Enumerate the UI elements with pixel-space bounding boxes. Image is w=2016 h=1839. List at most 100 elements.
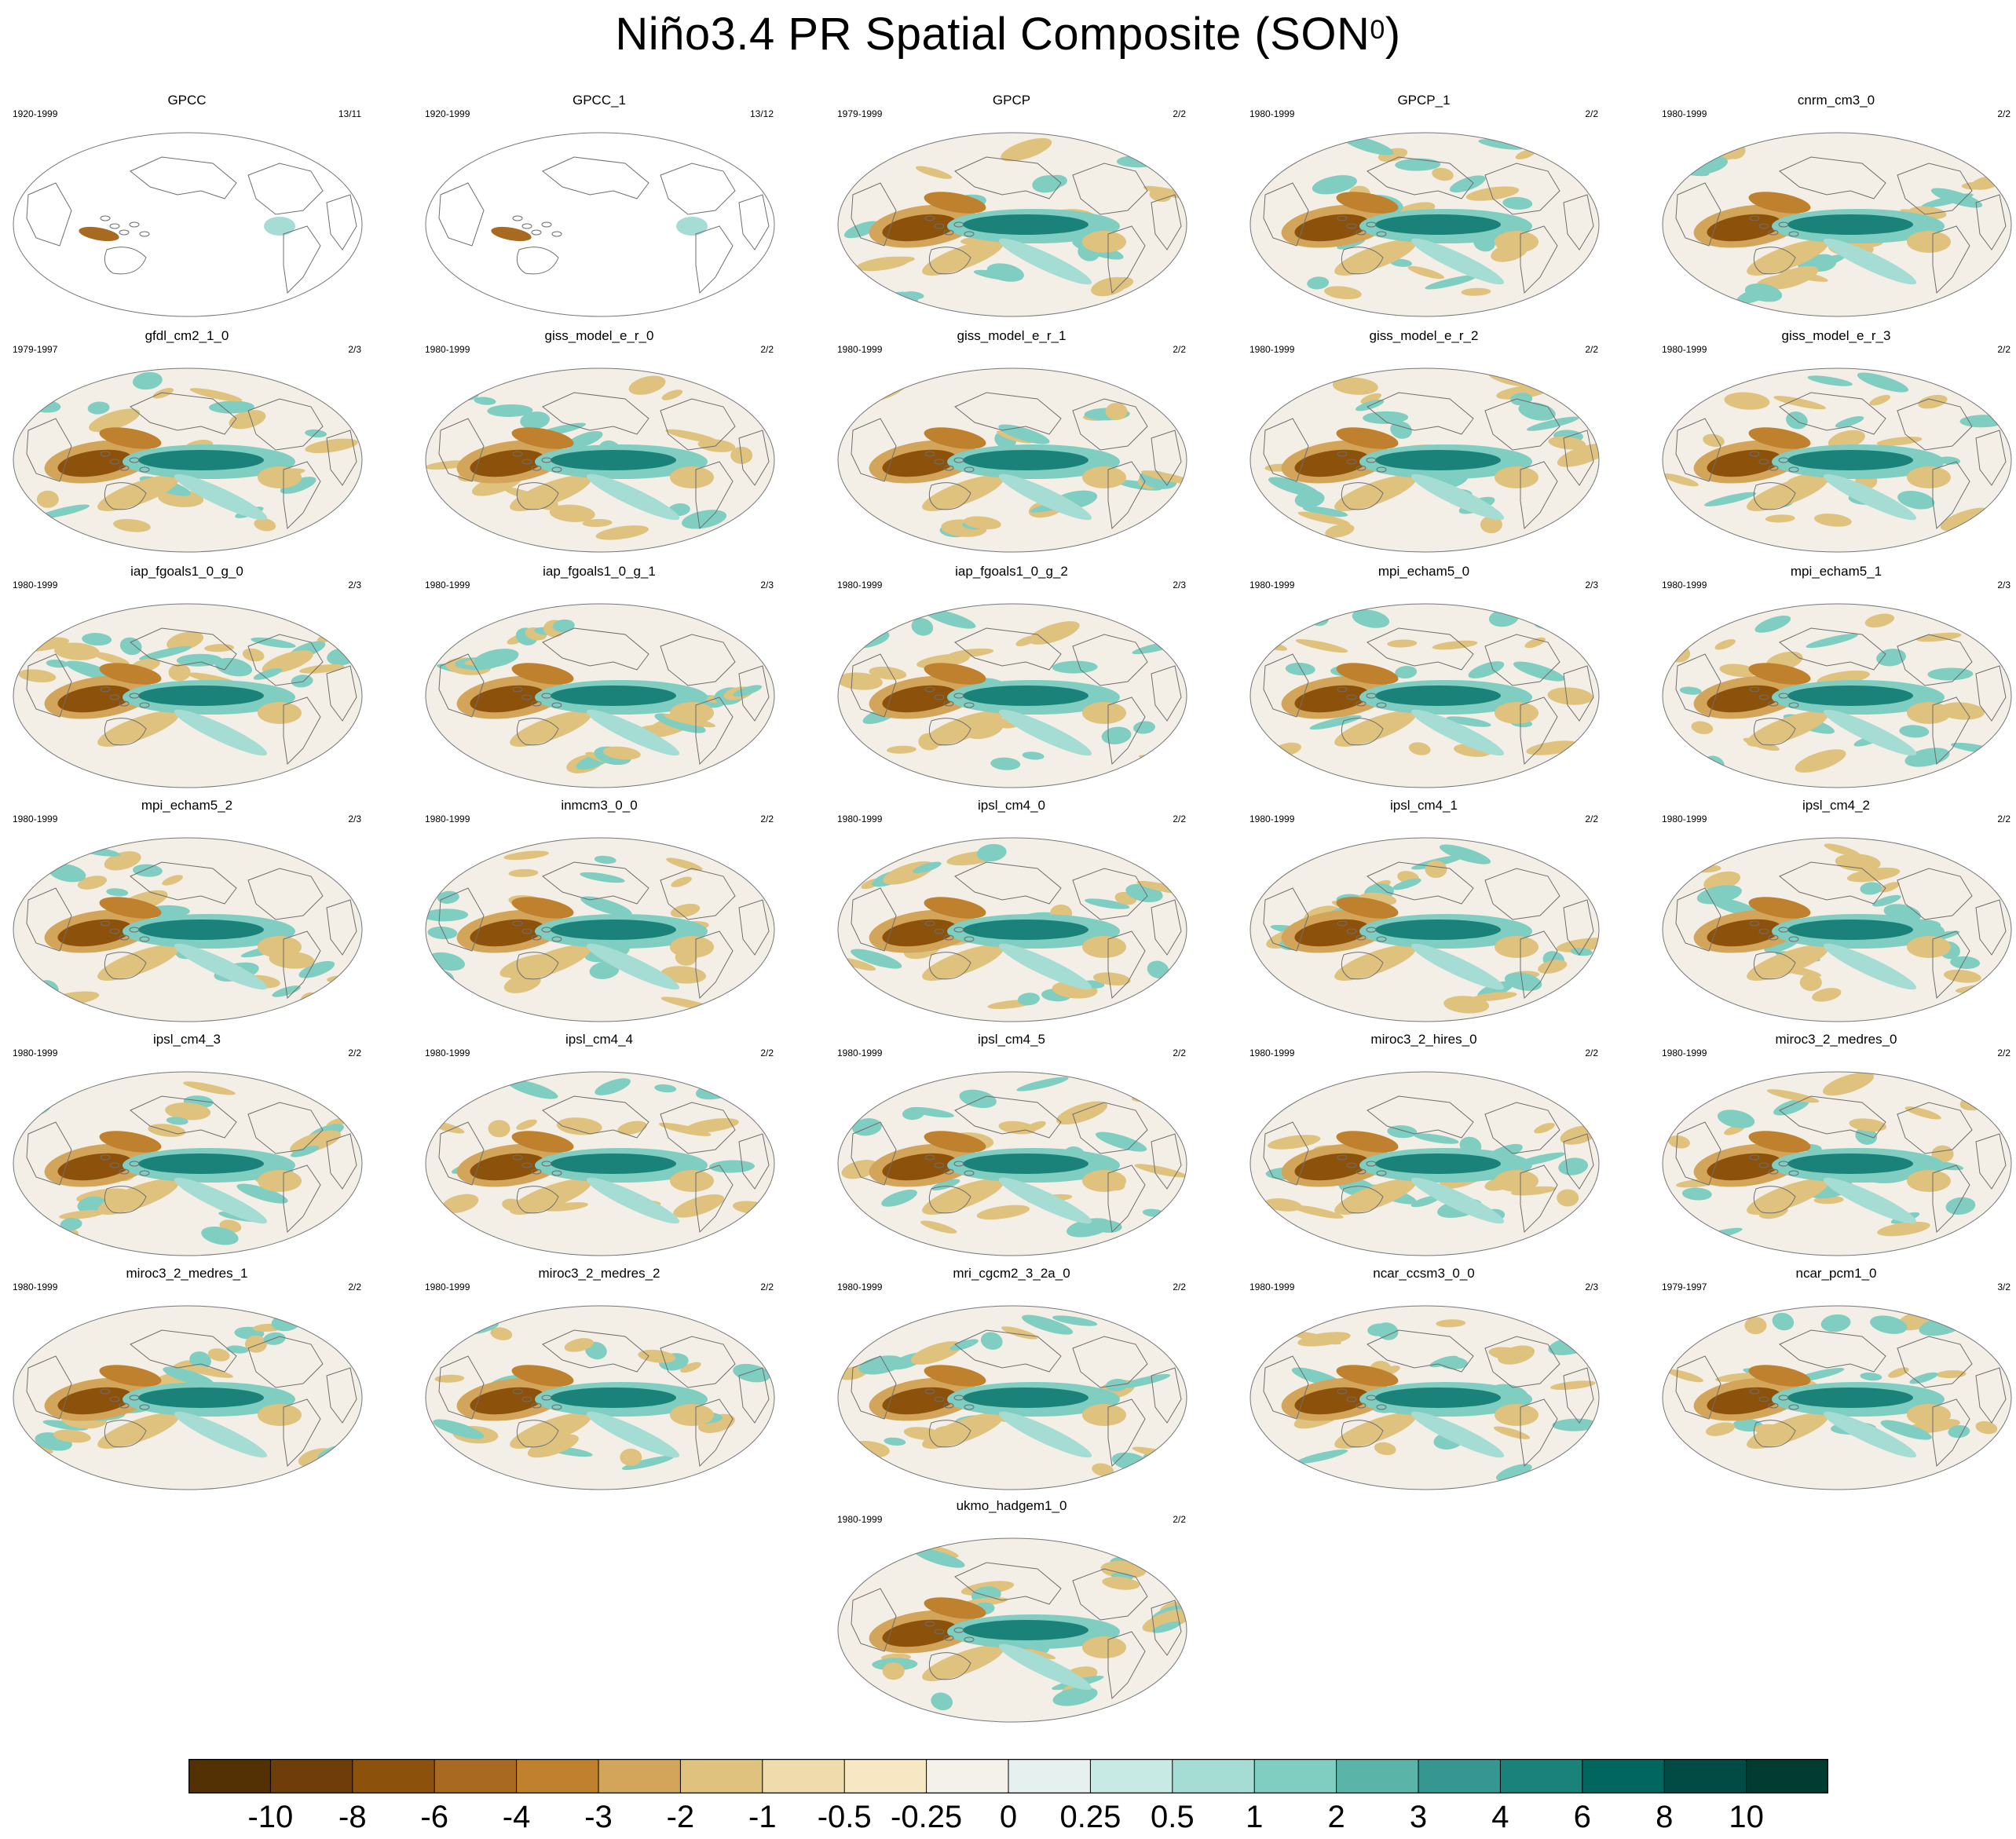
anomaly-patch bbox=[1312, 175, 1357, 195]
wet-anomaly-spcz bbox=[1823, 1177, 1917, 1224]
anomaly-patch bbox=[582, 519, 613, 528]
island-outline bbox=[551, 231, 562, 237]
dry-anomaly-south bbox=[922, 1645, 1004, 1681]
north-america-outline bbox=[247, 163, 324, 215]
panel-title: ncar_ccsm3_0_0 bbox=[1373, 1266, 1475, 1281]
anomaly-patch bbox=[1904, 1106, 1941, 1120]
anomaly-patch bbox=[1432, 640, 1478, 650]
australia-outline bbox=[1341, 1186, 1384, 1214]
anomaly-patch bbox=[931, 1179, 960, 1191]
island-outline bbox=[953, 1627, 964, 1633]
dry-anomaly-north bbox=[1336, 192, 1399, 214]
anomaly-patch bbox=[1102, 1577, 1140, 1590]
wet-anomaly-core bbox=[138, 1153, 264, 1174]
dry-anomaly-amazon bbox=[1907, 702, 1951, 724]
globe-border bbox=[425, 367, 775, 553]
dry-anomaly-amazon bbox=[670, 936, 714, 958]
panel-years: 1980-1999 bbox=[13, 1047, 58, 1058]
anomaly-patch bbox=[851, 949, 902, 969]
anomaly-patch bbox=[1295, 638, 1348, 653]
panel-event-count: 2/2 bbox=[1585, 1047, 1598, 1058]
anomaly-patch bbox=[976, 843, 1007, 862]
anomaly-patch bbox=[654, 1084, 677, 1093]
asia-outline bbox=[130, 156, 237, 199]
dry-anomaly-north bbox=[1336, 427, 1399, 449]
anomaly-patch bbox=[441, 1194, 479, 1213]
dry-anomaly-core bbox=[882, 1619, 957, 1647]
dry-anomaly-north bbox=[1336, 663, 1399, 685]
panel-event-count: 2/2 bbox=[1997, 813, 2011, 824]
anomaly-patch bbox=[1877, 1221, 1930, 1237]
europe-africa-east-outline bbox=[738, 1133, 770, 1190]
globe-border bbox=[13, 603, 363, 788]
australia-outline bbox=[1341, 718, 1384, 746]
colorbar-tick-label: -3 bbox=[584, 1800, 613, 1834]
anomaly-patch bbox=[1352, 609, 1390, 628]
map-panel: ipsl_cm4_4 1980-1999 2/2 bbox=[419, 1032, 780, 1260]
globe-border bbox=[1662, 132, 2012, 317]
globe-border bbox=[837, 1537, 1187, 1723]
anomaly-patch bbox=[1872, 894, 1901, 907]
ocean-background bbox=[13, 133, 362, 316]
dry-anomaly-north bbox=[511, 427, 574, 449]
globe-map bbox=[13, 603, 363, 788]
dry-anomaly-amazon bbox=[1495, 466, 1539, 488]
anomaly-patch bbox=[556, 1117, 602, 1135]
africa-outline bbox=[438, 182, 485, 247]
europe-africa-east-outline bbox=[1563, 194, 1594, 250]
africa-outline bbox=[1675, 182, 1721, 247]
wet-anomaly-core bbox=[1375, 1387, 1501, 1408]
panel-event-count: 2/2 bbox=[760, 344, 774, 355]
africa-outline bbox=[851, 418, 897, 482]
island-outline bbox=[953, 1395, 964, 1401]
anomaly-patch bbox=[527, 1434, 579, 1458]
island-outline bbox=[924, 215, 935, 221]
colorbar-swatch bbox=[1418, 1759, 1502, 1793]
anomaly-patch bbox=[1045, 174, 1067, 188]
anomaly-patch bbox=[998, 1121, 1037, 1135]
africa-outline bbox=[438, 1121, 485, 1186]
dry-anomaly-core bbox=[882, 449, 957, 477]
island-outline bbox=[521, 694, 532, 700]
australia-outline bbox=[516, 1186, 559, 1214]
globe-map bbox=[13, 1305, 363, 1490]
wet-anomaly-core bbox=[1787, 686, 1913, 706]
island-outline bbox=[119, 700, 130, 707]
europe-africa-east-outline bbox=[1151, 194, 1182, 250]
anomaly-patch bbox=[305, 438, 358, 453]
anomaly-patch bbox=[552, 619, 575, 632]
africa-outline bbox=[26, 653, 72, 718]
panel-years: 1980-1999 bbox=[425, 1047, 470, 1058]
dry-anomaly-maritime bbox=[491, 226, 532, 242]
north-america-outline bbox=[660, 868, 736, 920]
asia-outline bbox=[1779, 861, 1886, 905]
africa-outline bbox=[438, 887, 485, 952]
north-america-outline bbox=[1897, 1336, 1973, 1388]
island-outline bbox=[1758, 928, 1769, 934]
colorbar-frame bbox=[188, 1759, 1828, 1793]
dry-anomaly-core bbox=[470, 449, 545, 477]
island-outline bbox=[512, 686, 523, 693]
asia-outline bbox=[542, 627, 649, 671]
colorbar-tick-label: 4 bbox=[1491, 1800, 1509, 1834]
panel-event-count: 13/12 bbox=[749, 108, 774, 119]
panel-years: 1980-1999 bbox=[1662, 344, 1707, 355]
anomaly-patch bbox=[242, 648, 265, 662]
panel-event-count: 2/2 bbox=[1585, 813, 1598, 824]
map-panel: ipsl_cm4_3 1980-1999 2/2 bbox=[6, 1032, 368, 1260]
asia-outline bbox=[954, 392, 1062, 435]
africa-outline bbox=[1675, 418, 1721, 482]
island-outline bbox=[119, 1402, 130, 1409]
panel-years: 1980-1999 bbox=[1249, 579, 1295, 590]
island-outline bbox=[100, 215, 111, 221]
anomaly-patch bbox=[181, 1364, 233, 1378]
australia-outline bbox=[104, 247, 147, 275]
anomaly-patch bbox=[82, 633, 112, 646]
panel-title: iap_fgoals1_0_g_1 bbox=[543, 564, 656, 579]
north-america-outline bbox=[1072, 163, 1148, 215]
asia-outline bbox=[130, 861, 237, 905]
island-outline bbox=[1337, 686, 1348, 693]
anomaly-patch bbox=[1425, 861, 1447, 879]
map-panel: ipsl_cm4_0 1980-1999 2/2 bbox=[831, 798, 1192, 1026]
south-america-outline bbox=[1107, 1631, 1146, 1700]
